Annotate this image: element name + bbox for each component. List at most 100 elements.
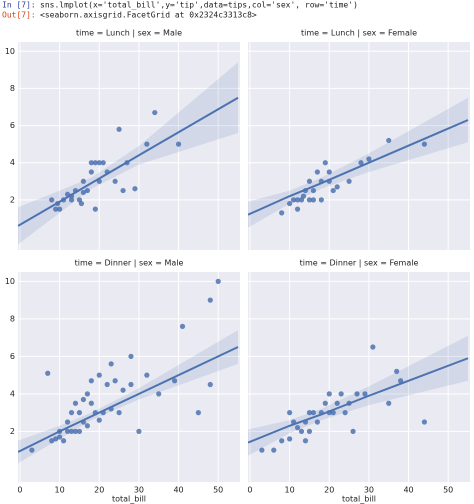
data-point: [96, 372, 102, 378]
panel-title: time = Dinner | sex = Male: [75, 259, 184, 268]
data-point: [57, 206, 63, 212]
regression-line: [248, 357, 469, 444]
y-tick-label: 10: [5, 47, 15, 56]
panel-title: time = Lunch | sex = Male: [76, 29, 182, 38]
data-point: [398, 378, 404, 384]
data-point: [68, 428, 75, 434]
data-point: [64, 419, 71, 425]
y-tick-label: 2: [10, 195, 15, 204]
data-point: [92, 160, 98, 166]
data-point: [92, 206, 98, 212]
data-point: [29, 447, 35, 453]
data-point: [49, 438, 55, 444]
data-point: [287, 410, 293, 416]
regression-line: [18, 346, 239, 453]
data-point: [156, 391, 162, 397]
data-point: [259, 447, 265, 453]
x-tick-label: 20: [324, 486, 334, 495]
data-point: [215, 278, 221, 284]
data-point: [370, 344, 376, 350]
data-point: [60, 438, 67, 444]
data-point: [88, 160, 94, 166]
y-tick-label: 6: [10, 352, 15, 361]
data-point: [334, 400, 340, 406]
data-point: [386, 137, 392, 144]
data-point: [175, 141, 182, 147]
data-point: [310, 187, 317, 194]
data-point: [112, 178, 118, 184]
data-point: [386, 400, 392, 406]
data-point: [350, 428, 356, 434]
plot-area: [248, 42, 470, 250]
data-point: [271, 447, 277, 453]
plot-background: [248, 42, 470, 250]
data-point: [76, 410, 83, 416]
y-tick-label: 6: [10, 121, 15, 130]
data-point: [108, 361, 114, 367]
x-tick-label: 50: [213, 486, 223, 495]
data-point: [84, 391, 90, 397]
data-point: [294, 197, 301, 203]
x-tick-label: 10: [55, 486, 65, 495]
plot-area: [18, 272, 240, 482]
data-point: [68, 410, 75, 416]
x-tick-label: 40: [173, 486, 183, 495]
data-point: [104, 381, 110, 388]
data-point: [120, 387, 126, 393]
data-point: [338, 391, 344, 397]
data-point: [144, 141, 150, 147]
data-point: [346, 178, 352, 184]
plot-area: [18, 42, 240, 250]
data-point: [64, 428, 71, 434]
data-point: [96, 160, 102, 166]
data-point: [279, 210, 285, 216]
data-point: [72, 428, 79, 434]
plot-background: [248, 272, 470, 482]
data-point: [49, 197, 55, 203]
data-point: [116, 410, 122, 416]
data-point: [128, 381, 134, 388]
data-point: [326, 169, 332, 175]
output-text: <seaborn.axisgrid.FacetGrid at 0x2324c33…: [40, 11, 257, 20]
x-tick-label: 50: [443, 486, 453, 495]
x-axis-label: total_bill: [342, 495, 376, 504]
data-point: [306, 197, 313, 203]
data-point: [53, 206, 59, 212]
data-point: [80, 189, 87, 196]
x-tick-label: 0: [17, 486, 22, 495]
data-point: [80, 178, 87, 184]
data-point: [116, 126, 122, 132]
data-point: [326, 391, 332, 397]
x-tick-label: 30: [364, 486, 374, 495]
data-point: [362, 391, 368, 397]
data-point: [310, 197, 317, 203]
data-point: [290, 197, 297, 203]
data-point: [298, 428, 305, 434]
input-prompt: In [7]:: [2, 1, 36, 10]
regression-line: [18, 96, 239, 227]
regression-line: [248, 119, 469, 216]
output-prompt: Out[7]:: [2, 11, 36, 20]
y-tick-label: 4: [10, 158, 15, 167]
data-point: [179, 323, 186, 329]
data-point: [394, 368, 400, 374]
data-point: [207, 381, 213, 388]
plot-background: [18, 42, 240, 250]
data-point: [128, 353, 134, 359]
data-point: [96, 417, 102, 423]
data-point: [421, 141, 428, 147]
data-point: [88, 169, 94, 175]
data-point: [144, 372, 150, 378]
data-point: [112, 378, 118, 384]
data-point: [45, 370, 51, 376]
data-point: [207, 297, 213, 303]
data-point: [76, 428, 83, 434]
x-tick-label: 10: [285, 486, 295, 495]
data-point: [152, 109, 158, 116]
data-point: [78, 200, 85, 207]
data-point: [84, 187, 90, 194]
data-point: [342, 410, 348, 416]
data-point: [195, 410, 201, 416]
data-point: [358, 160, 364, 166]
